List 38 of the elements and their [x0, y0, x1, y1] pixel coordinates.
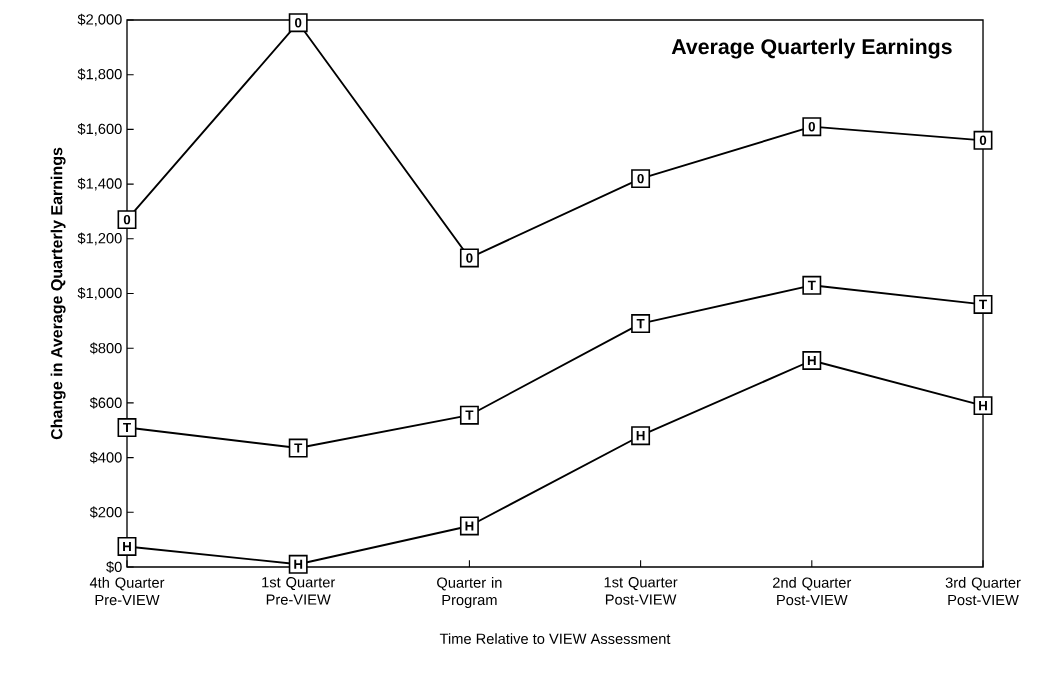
text: H [123, 541, 131, 552]
y-tick-label: $1,400 [77, 177, 122, 191]
y-tick-label: $2,000 [77, 13, 122, 27]
x-tick-label: Quarter in Program [437, 577, 502, 609]
y-tick-label: $800 [89, 342, 122, 355]
x-tick-label: 1st Quarter Post-VIEW [604, 577, 678, 605]
x-axis-title: Time Relative to VIEW Assessment [439, 633, 671, 644]
text: T [123, 422, 131, 433]
y-tick-label: $1,000 [77, 287, 122, 300]
series-label: 0 [808, 121, 815, 132]
text: Average Quarterly Earnings [671, 38, 952, 59]
text: T [807, 280, 816, 290]
y-axis-title: Change in Average Quarterly Earnings [50, 147, 66, 440]
text: H [465, 521, 474, 531]
text: T [465, 410, 474, 420]
text: H [807, 355, 816, 366]
text: T [294, 443, 303, 453]
y-tick-label: $200 [89, 506, 122, 519]
y-tick-label: $1,800 [77, 68, 122, 82]
x-tick-label: 4th Quarter Pre-VIEW [89, 577, 165, 606]
y-tick-label: $0 [106, 561, 122, 573]
text: H [636, 431, 645, 441]
y-tick-label: $400 [89, 451, 122, 464]
y-tick-label: $600 [89, 396, 122, 409]
x-tick-label: 1st Quarter Pre-VIEW [262, 577, 336, 605]
text: 0 [295, 18, 302, 28]
text: 0 [466, 253, 473, 263]
x-tick-label: 2nd Quarter Post-VIEW [773, 577, 852, 606]
series-label: T [636, 318, 645, 329]
y-tick-label: $1,600 [77, 123, 122, 136]
text: 0 [979, 135, 987, 146]
legend-label: H [294, 559, 303, 569]
text: T [979, 299, 987, 310]
x-tick-label: 3rd Quarter Post-VIEW [945, 577, 1021, 606]
text: 0 [123, 214, 131, 225]
text: 0 [637, 173, 644, 184]
y-tick-label: $1,200 [77, 232, 122, 246]
text: H [979, 401, 987, 411]
